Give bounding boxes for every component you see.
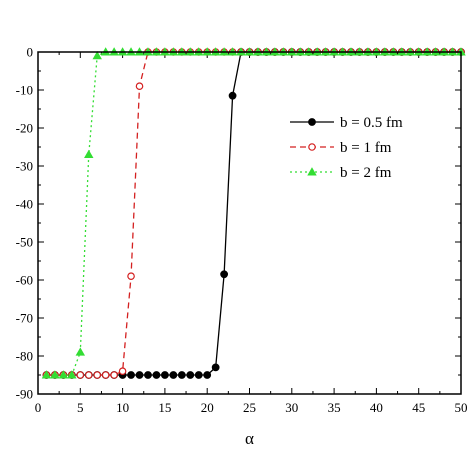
y-tick-label: -60 [16, 273, 33, 288]
data-point [194, 371, 203, 379]
series-line [46, 51, 461, 376]
data-point [84, 149, 94, 159]
data-point [41, 370, 52, 379]
data-point [50, 370, 60, 379]
data-point [169, 371, 178, 379]
y-tick-label: -80 [16, 349, 33, 364]
x-tick-label: 20 [201, 400, 214, 415]
legend-marker [308, 118, 316, 126]
legend: b = 0.5 fm b = 1 fm b = 2 fm [290, 115, 403, 181]
x-tick-label: 10 [116, 400, 129, 415]
data-point [161, 371, 169, 379]
legend-label: b = 1 fm [340, 140, 392, 156]
x-tick-label: 40 [370, 400, 383, 415]
legend-entry-3: b = 2 fm [290, 165, 392, 181]
y-tick-label: 0 [27, 45, 34, 60]
data-point [101, 371, 110, 379]
y-tick-label: -90 [16, 387, 33, 402]
ticks-layer: 0 5 10 15 20 25 30 35 40 45 50 0 -10 -20 -30 -40 -50 -60 -… [16, 45, 468, 416]
data-point [93, 371, 102, 379]
data-point [75, 347, 86, 356]
y-tick-label: -50 [16, 235, 33, 250]
data-point [127, 371, 135, 379]
x-tick-label: 0 [35, 400, 42, 415]
data-point [186, 371, 195, 379]
y-tick-label: -30 [16, 159, 33, 174]
data-point [67, 370, 77, 379]
legend-marker [308, 143, 316, 151]
series-line [46, 51, 461, 376]
y-tick-label: -40 [16, 197, 33, 212]
y-tick-label: -10 [16, 83, 33, 98]
legend-entry-2: b = 1 fm [290, 140, 392, 156]
data-point [203, 371, 212, 379]
data-point [84, 371, 93, 379]
y-tick-label: -20 [16, 121, 33, 136]
series-layer [41, 47, 466, 379]
x-tick-label: 15 [158, 400, 171, 415]
data-point [110, 371, 118, 379]
x-tick-label: 45 [412, 400, 425, 415]
x-tick-label: 5 [77, 400, 84, 415]
data-point [76, 371, 85, 379]
legend-entry-1: b = 0.5 fm [290, 115, 403, 131]
x-tick-label: 35 [328, 400, 341, 415]
plot-frame [37, 51, 462, 395]
data-point [220, 270, 229, 279]
data-point [118, 367, 127, 376]
series-2 [42, 48, 465, 379]
x-axis-label: α [245, 429, 254, 448]
data-point [211, 363, 220, 372]
legend-marker [307, 167, 317, 176]
data-point [58, 370, 69, 379]
legend-label: b = 0.5 fm [340, 115, 403, 131]
series-line [46, 51, 461, 376]
data-point [135, 82, 144, 91]
series-3 [41, 47, 466, 379]
data-point [228, 91, 237, 100]
x-tick-label: 25 [243, 400, 256, 415]
data-point [127, 272, 135, 281]
x-tick-label: 30 [285, 400, 298, 415]
y-tick-label: -70 [16, 311, 33, 326]
x-tick-label: 50 [455, 400, 468, 415]
data-point [177, 371, 186, 379]
data-point [144, 371, 152, 379]
data-point [152, 371, 161, 379]
series-1 [42, 48, 465, 379]
data-point [92, 50, 102, 60]
data-point [135, 371, 144, 379]
legend-label: b = 2 fm [340, 165, 392, 181]
